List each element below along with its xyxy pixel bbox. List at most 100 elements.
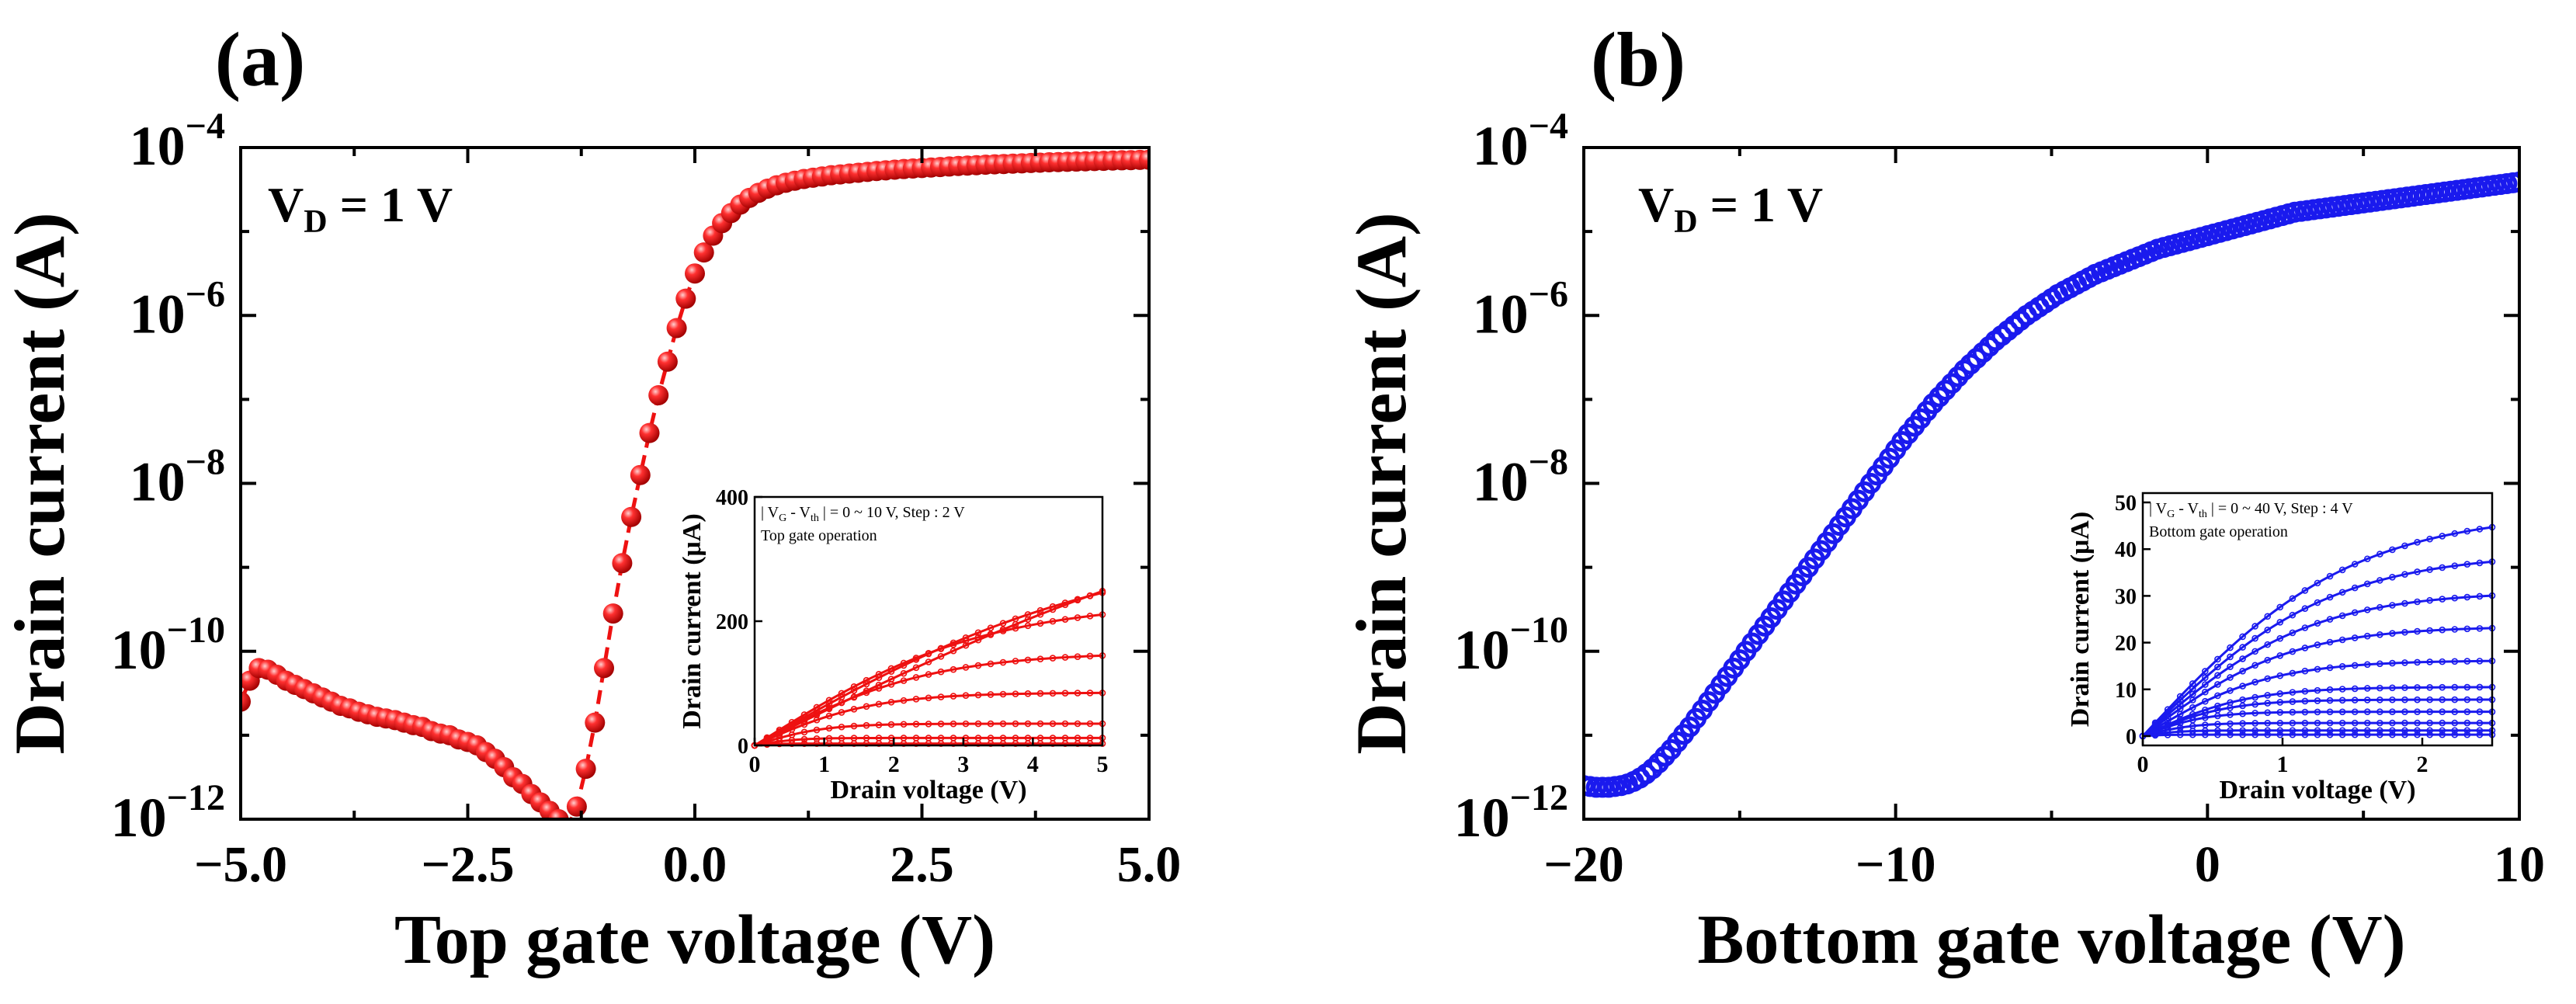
inset-data-point	[2363, 555, 2371, 563]
inset-data-point	[2301, 587, 2309, 594]
inset-data-point	[776, 729, 783, 737]
inset-data-point	[2202, 714, 2209, 721]
y-tick-label: 10−4	[130, 106, 225, 177]
inset-data-point	[2351, 609, 2359, 617]
y-tick-exponent: −8	[1529, 442, 1568, 483]
inset-series-line	[2142, 710, 2493, 738]
y-tick-base: 10	[1473, 283, 1529, 345]
inset-data-point	[2463, 625, 2471, 633]
x-tick-label: −10	[1856, 836, 1936, 893]
inset-series-line	[2141, 526, 2493, 737]
inset-data-point	[2264, 709, 2272, 717]
inset-data-point	[2363, 731, 2371, 738]
inset-data-point	[2401, 571, 2408, 578]
inset-data-point	[2189, 703, 2196, 711]
inset-data-point	[2289, 731, 2297, 738]
inset-data-point	[2289, 719, 2297, 727]
inset-data-point	[900, 697, 908, 704]
panel-label: (b)	[1591, 16, 1686, 102]
annotation-rest: = 1 V	[328, 177, 453, 232]
data-point	[566, 796, 587, 817]
inset-data-point	[999, 620, 1007, 627]
inset-data-point	[1049, 690, 1057, 697]
inset-data-point	[2214, 663, 2221, 671]
inset-data-point	[2376, 727, 2383, 735]
inset-data-point	[2227, 711, 2234, 718]
inset-data-point	[2289, 648, 2297, 655]
y-tick-label: 10−10	[1454, 610, 1568, 681]
inset-series-line	[2142, 686, 2493, 738]
inset-data-point	[2264, 656, 2272, 664]
inset-series-line	[2142, 594, 2493, 738]
data-point	[2508, 171, 2518, 193]
inset-data-point	[2389, 546, 2396, 554]
data-point	[548, 809, 569, 818]
inset-data-point	[1086, 613, 1094, 620]
inset-data-point	[2451, 719, 2459, 727]
inset-data-point	[2426, 696, 2433, 703]
inset-data-point	[962, 664, 970, 671]
y-tick-base: 10	[1454, 619, 1510, 681]
data-point	[612, 553, 633, 574]
inset-data-point	[875, 700, 883, 708]
inset-data-point	[2338, 719, 2346, 727]
inset-data-point	[2476, 526, 2484, 533]
inset-data-point	[2451, 626, 2459, 633]
inset-data-point	[2439, 719, 2446, 727]
inset-data-point	[2376, 660, 2383, 668]
inset-data-point	[2289, 727, 2297, 735]
inset-data-point	[1061, 654, 1069, 661]
inset-data-point	[2439, 533, 2446, 540]
inset-data-point	[2276, 731, 2284, 738]
inset-data-point	[2326, 638, 2334, 646]
inset-data-point	[2239, 720, 2246, 727]
inset-legend-line2: Bottom gate operation	[2149, 523, 2288, 540]
inset-data-point	[974, 662, 982, 669]
inset-data-point	[2439, 731, 2446, 738]
inset-data-point	[2451, 562, 2459, 570]
inset-data-point	[974, 629, 982, 637]
inset-data-point	[875, 681, 883, 689]
legend-a-sub: G	[2167, 509, 2175, 520]
inset-data-point	[2476, 727, 2484, 735]
y-tick-exponent: −8	[186, 442, 225, 483]
x-tick-label: −2.5	[421, 836, 514, 893]
y-tick-base: 10	[111, 619, 167, 681]
inset-data-point	[2326, 593, 2334, 601]
inset-data-point	[813, 735, 821, 742]
inset-data-point	[2338, 589, 2346, 596]
inset-data-point	[987, 624, 995, 631]
data-point	[602, 603, 623, 624]
inset-data-point	[1036, 690, 1044, 697]
inset-data-point	[2251, 727, 2258, 735]
inset-data-point	[2301, 605, 2309, 613]
inset-data-point	[2202, 731, 2209, 738]
inset-data-point	[2351, 561, 2359, 568]
inset-data-point	[1086, 690, 1094, 697]
inset-data-point	[999, 626, 1007, 634]
inset-data-point	[2326, 727, 2334, 735]
inset-data-point	[937, 668, 945, 676]
inset-data-point	[2401, 599, 2408, 607]
inset-data-point	[863, 703, 870, 710]
inset-series	[751, 735, 1106, 749]
inset-data-point	[2376, 719, 2383, 727]
inset-x-tick-label: 2	[2417, 752, 2428, 777]
inset-data-point	[2476, 731, 2484, 738]
y-tick-exponent: −12	[167, 777, 225, 818]
inset-data-point	[863, 735, 870, 742]
annotation-sub: D	[1674, 204, 1697, 240]
inset-series	[751, 720, 1106, 749]
inset-data-point	[2463, 708, 2471, 715]
inset-data-point	[2326, 664, 2334, 672]
inset-y-tick-label: 0	[2126, 725, 2137, 749]
inset-data-point	[2214, 681, 2221, 688]
data-point	[594, 658, 614, 679]
inset-data-point	[850, 706, 858, 713]
inset-data-point	[2251, 693, 2258, 701]
inset-x-tick-label: 1	[818, 752, 830, 777]
inset-data-point	[2251, 679, 2258, 686]
inset-data-point	[2301, 731, 2309, 738]
